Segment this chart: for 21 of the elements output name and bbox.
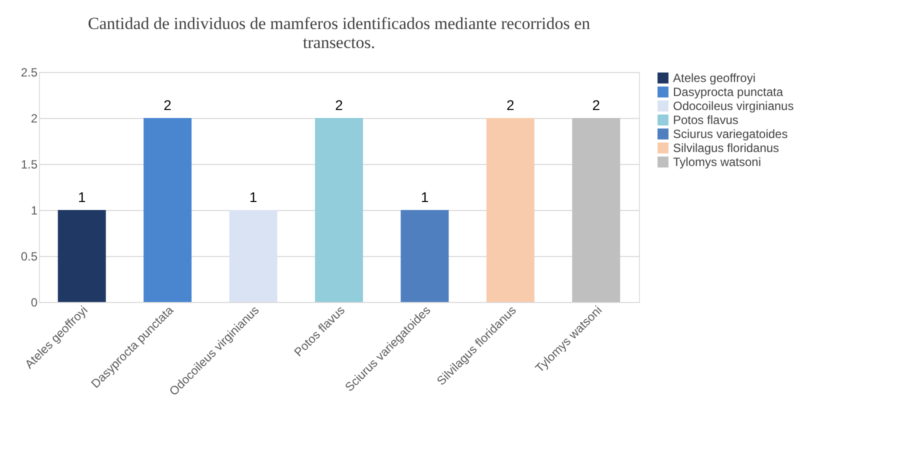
y-tick-label: 1.5 bbox=[20, 158, 38, 172]
chart-title: Cantidad de individuos de mamferos identificados mediante recorridos en transectos. bbox=[88, 14, 591, 52]
y-tick-label: 1 bbox=[30, 204, 38, 218]
data-label: 2 bbox=[164, 97, 172, 113]
data-label: 1 bbox=[249, 189, 258, 205]
legend-label: Odocoileus virginianus bbox=[673, 99, 794, 113]
y-tick-label: 0.5 bbox=[20, 250, 38, 264]
data-label: 1 bbox=[78, 189, 86, 205]
data-label: 1 bbox=[420, 189, 429, 205]
legend-label: Ateles geoffroyi bbox=[673, 71, 756, 85]
legend-label: Potos flavus bbox=[673, 113, 738, 127]
legend-label: Tylomys watsoni bbox=[673, 155, 762, 169]
legend-label: Silvilagus floridanus bbox=[673, 141, 780, 155]
legend-label: Dasyprocta punctata bbox=[673, 85, 784, 99]
legend-label: Sciurus variegatoides bbox=[673, 127, 788, 141]
y-tick-label: 2.5 bbox=[20, 66, 38, 80]
data-label: 2 bbox=[506, 97, 515, 113]
data-label: 2 bbox=[592, 97, 600, 113]
y-tick-label: 2 bbox=[30, 112, 38, 126]
data-label: 2 bbox=[335, 97, 344, 113]
y-tick-label: 0 bbox=[30, 296, 38, 310]
